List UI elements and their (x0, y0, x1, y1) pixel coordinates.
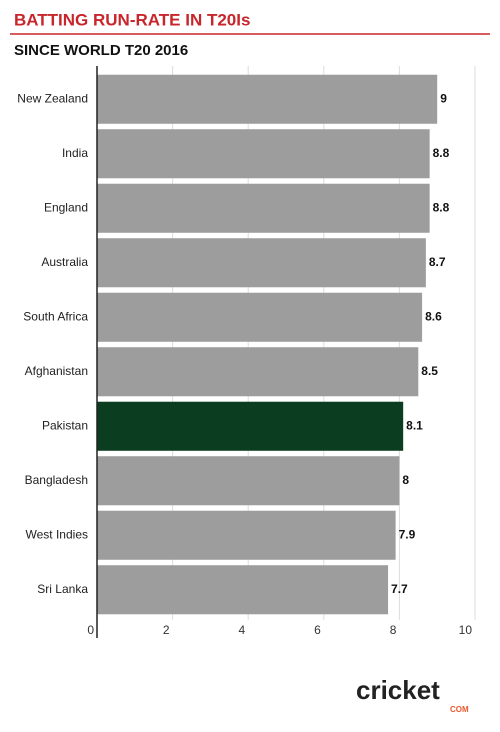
value-label: 8.7 (429, 255, 446, 269)
bar (97, 456, 400, 506)
bar (97, 238, 426, 288)
value-label: 8.5 (421, 364, 438, 378)
y-tick-label: South Africa (23, 309, 88, 323)
value-label: 8.8 (433, 146, 450, 160)
x-tick-label: 10 (459, 623, 473, 637)
value-label: 7.9 (399, 527, 416, 541)
value-label: 8 (402, 473, 409, 487)
bar (97, 510, 396, 560)
y-tick-label: Sri Lanka (37, 582, 88, 596)
y-tick-label: Afghanistan (25, 364, 88, 378)
bar (97, 401, 404, 451)
y-tick-label: Bangladesh (25, 473, 88, 487)
value-label: 9 (440, 91, 447, 105)
x-tick-label: 0 (87, 623, 94, 637)
y-tick-label: England (44, 200, 88, 214)
y-tick-label: Australia (41, 255, 88, 269)
logo-main: cricket (356, 675, 440, 705)
x-tick-label: 2 (163, 623, 170, 637)
chart-subtitle: SINCE WORLD T20 2016 (14, 42, 188, 59)
bar (97, 183, 430, 233)
value-label: 8.8 (433, 200, 450, 214)
y-tick-label: India (62, 146, 88, 160)
x-tick-label: 8 (390, 623, 397, 637)
bar (97, 292, 423, 342)
y-tick-label: Pakistan (42, 418, 88, 432)
value-label: 8.6 (425, 309, 442, 323)
logo-sub: COM (450, 705, 469, 714)
bar (97, 74, 438, 124)
value-label: 8.1 (406, 418, 423, 432)
y-tick-label: West Indies (26, 527, 88, 541)
y-tick-label: New Zealand (17, 91, 88, 105)
value-label: 7.7 (391, 582, 408, 596)
bar (97, 565, 389, 615)
chart-title: BATTING RUN-RATE IN T20Is (14, 10, 250, 29)
x-tick-label: 6 (314, 623, 321, 637)
x-tick-label: 4 (239, 623, 246, 637)
bar (97, 347, 419, 397)
bar (97, 129, 430, 179)
